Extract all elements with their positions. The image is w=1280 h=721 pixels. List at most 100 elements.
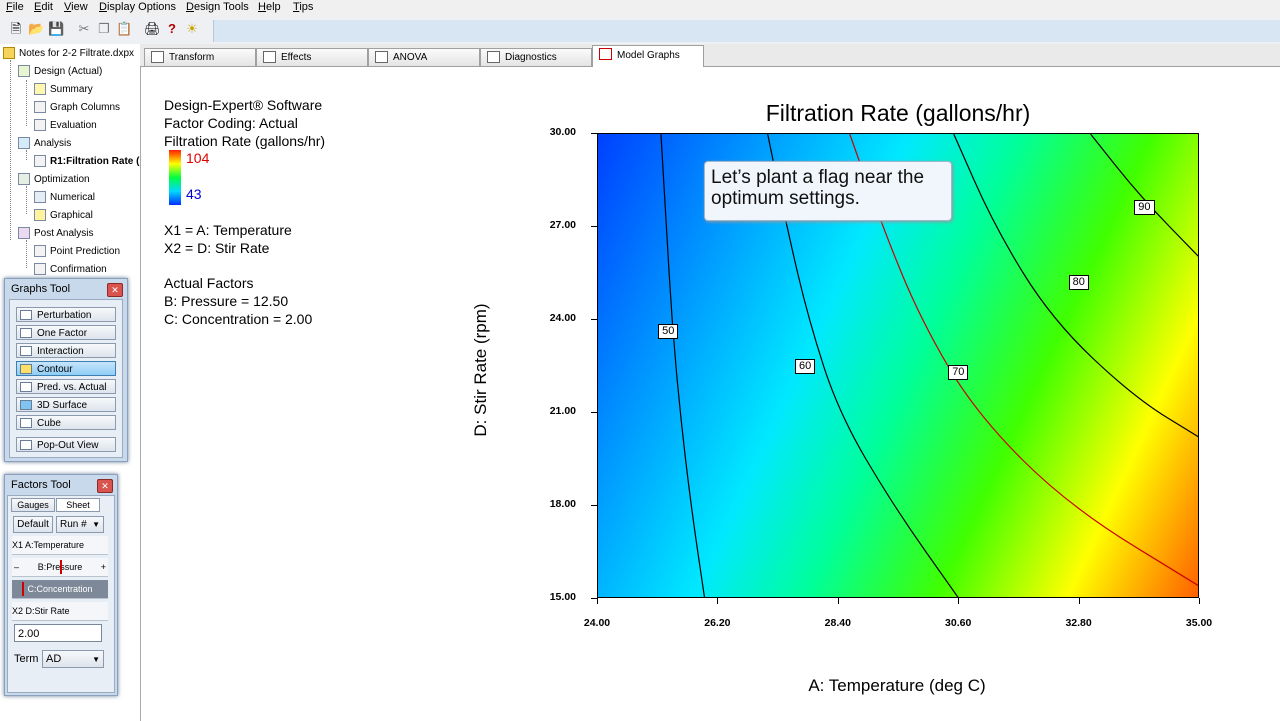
tip-lightbulb-icon[interactable]: ☀ xyxy=(186,21,198,36)
x-tick-mark xyxy=(1078,598,1080,604)
factor-row-concentration[interactable]: C:Concentration xyxy=(12,580,108,599)
tree-item-post-analysis[interactable]: Post Analysis xyxy=(18,226,93,242)
effects-icon xyxy=(263,51,276,63)
factor-row-pressure[interactable]: – B:Pressure + xyxy=(12,558,108,577)
tab-label: Model Graphs xyxy=(617,50,680,61)
interaction-button[interactable]: Interaction xyxy=(16,343,116,358)
tree-item-evaluation[interactable]: Evaluation xyxy=(34,118,97,134)
cube-button[interactable]: Cube xyxy=(16,415,116,430)
factor-row-temperature[interactable]: X1 A:Temperature xyxy=(12,536,108,555)
menu-view[interactable]: View xyxy=(64,1,88,13)
menu-tips[interactable]: Tips xyxy=(293,1,314,13)
factor-value-input[interactable]: 2.00 xyxy=(14,624,102,642)
tree-item-design[interactable]: Design (Actual) xyxy=(18,64,102,80)
gauges-tab[interactable]: Gauges xyxy=(11,498,55,512)
menu-display-options[interactable]: Display Options xyxy=(99,1,177,13)
new-file-icon[interactable]: 🗎 xyxy=(10,21,22,36)
tab-anova[interactable]: ANOVA xyxy=(368,48,480,66)
factors-tool-panel: Gauges Sheet Default Run # ▼ X1 A:Temper… xyxy=(7,495,115,693)
interaction-icon xyxy=(20,346,32,356)
close-icon[interactable]: ✕ xyxy=(97,479,113,493)
tree-item-label: Summary xyxy=(50,84,93,95)
tab-model-graphs[interactable]: Model Graphs xyxy=(592,45,704,67)
gauge-slider-handle[interactable] xyxy=(60,560,62,574)
graphs-tool-panel: Perturbation One Factor Interaction Cont… xyxy=(9,299,123,458)
tree-item-label: Evaluation xyxy=(50,120,97,131)
x-tick-mark xyxy=(717,598,719,604)
menu-design-tools[interactable]: Design Tools xyxy=(186,1,249,13)
tree-line xyxy=(10,60,11,240)
tab-diagnostics[interactable]: Diagnostics xyxy=(480,48,592,66)
term-select[interactable]: AD ▼ xyxy=(42,650,104,668)
y-tick-label: 15.00 xyxy=(549,591,576,603)
point-prediction-icon xyxy=(34,245,46,258)
save-icon[interactable]: 💾 xyxy=(48,21,65,36)
tree-item-optimization[interactable]: Optimization xyxy=(18,172,90,188)
contour-button[interactable]: Contour xyxy=(16,361,116,376)
cut-icon[interactable]: ✂ xyxy=(78,21,90,36)
tab-effects[interactable]: Effects xyxy=(256,48,368,66)
response-icon xyxy=(34,155,46,168)
tree-item-summary[interactable]: Summary xyxy=(34,82,93,98)
y-tick-mark xyxy=(591,319,597,320)
tree-item-analysis[interactable]: Analysis xyxy=(18,136,71,152)
tree-item-confirmation[interactable]: Confirmation xyxy=(34,262,107,278)
tree-item-graphical[interactable]: Graphical xyxy=(34,208,93,224)
tab-label: Effects xyxy=(281,52,312,63)
help-icon[interactable]: ? xyxy=(168,21,176,36)
graphical-icon xyxy=(34,209,46,222)
tree-item-point-prediction[interactable]: Point Prediction xyxy=(34,244,120,260)
diagnostics-icon xyxy=(487,51,500,63)
y-tick-mark xyxy=(591,505,597,506)
open-folder-icon[interactable]: 📂 xyxy=(28,21,45,36)
y-axis-label: D: Stir Rate (rpm) xyxy=(471,303,490,437)
term-select-value: AD xyxy=(46,653,62,665)
tree-root[interactable]: Notes for 2-2 Filtrate.dxpx xyxy=(3,46,134,62)
contour-label-70: 70 xyxy=(948,364,969,380)
chevron-down-icon: ▼ xyxy=(92,520,100,529)
run-select[interactable]: Run # ▼ xyxy=(56,516,104,533)
y-tick-mark xyxy=(591,133,597,134)
pred-vs-actual-button[interactable]: Pred. vs. Actual xyxy=(16,379,116,394)
3d-surface-button[interactable]: 3D Surface xyxy=(16,397,116,412)
tab-transform[interactable]: Transform xyxy=(144,48,256,66)
x1-assignment: X1 = A: Temperature xyxy=(164,222,292,238)
default-button[interactable]: Default xyxy=(13,516,53,533)
tree-item-r1-filtration-rate[interactable]: R1:Filtration Rate ( xyxy=(34,154,139,170)
transform-icon xyxy=(151,51,164,63)
copy-icon[interactable]: ❐ xyxy=(98,21,110,36)
menu-help[interactable]: Help xyxy=(258,1,281,13)
contour-label-50: 50 xyxy=(658,324,679,340)
x-tick-label: 28.40 xyxy=(824,617,851,629)
tree-item-label: Analysis xyxy=(34,138,72,149)
tree-item-label: Point Prediction xyxy=(50,246,121,257)
tree-item-graph-columns[interactable]: Graph Columns xyxy=(34,100,120,116)
menu-file[interactable]: File xyxy=(6,1,24,13)
tree-item-label: Post Analysis xyxy=(34,228,94,239)
folder-icon xyxy=(3,47,15,60)
pop-out-view-button[interactable]: Pop-Out View xyxy=(16,437,116,452)
pressure-setting: B: Pressure = 12.50 xyxy=(164,293,289,309)
menu-edit[interactable]: Edit xyxy=(34,1,53,13)
axis-prefix: X2 xyxy=(12,606,24,616)
close-icon[interactable]: ✕ xyxy=(107,283,123,297)
paste-icon[interactable]: 📋 xyxy=(116,21,133,36)
response-label: Filtration Rate (gallons/hr) xyxy=(164,133,326,149)
y-tick-label: 27.00 xyxy=(549,219,576,231)
x2-assignment: X2 = D: Stir Rate xyxy=(164,240,270,256)
gauge-slider-handle[interactable] xyxy=(22,582,24,596)
factor-label: C:Concentration xyxy=(27,584,93,594)
x-tick-label: 26.20 xyxy=(704,617,731,629)
factor-row-stir-rate[interactable]: X2 D:Stir Rate xyxy=(12,602,108,621)
software-label: Design-Expert® Software xyxy=(164,97,323,113)
button-label: Cube xyxy=(37,418,61,429)
contour-line-80 xyxy=(953,134,1198,438)
one-factor-button[interactable]: One Factor xyxy=(16,325,116,340)
perturbation-button[interactable]: Perturbation xyxy=(16,307,116,322)
sheet-tab[interactable]: Sheet xyxy=(56,498,100,512)
tree-item-numerical[interactable]: Numerical xyxy=(34,190,95,206)
contour-label-60: 60 xyxy=(794,358,816,374)
print-icon[interactable]: 🖨 xyxy=(144,21,161,36)
graphs-tool-title: Graphs Tool xyxy=(11,283,71,295)
y-tick-label: 21.00 xyxy=(549,405,576,417)
